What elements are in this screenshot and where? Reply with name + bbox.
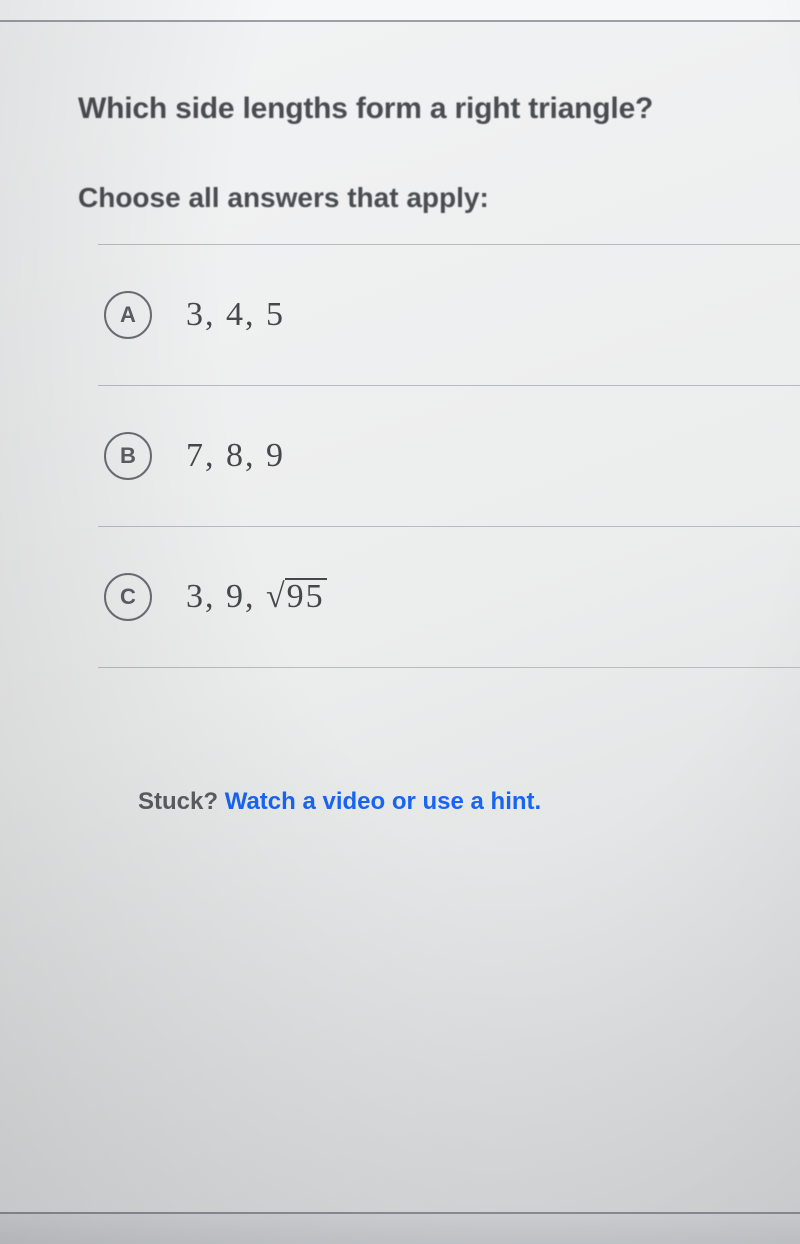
hint-link[interactable]: Watch a video or use a hint. — [225, 788, 542, 815]
choice-letter-icon: A — [104, 291, 152, 339]
question-text: Which side lengths form a right triangle… — [78, 92, 740, 126]
radical-sign-icon: √ — [266, 578, 287, 616]
radicand: 95 — [285, 578, 327, 614]
exercise-screen: Which side lengths form a right triangle… — [0, 0, 800, 1244]
choice-letter-icon: B — [104, 432, 152, 480]
window-bottom-border — [0, 1212, 800, 1244]
choice-b[interactable]: B 7, 8, 9 — [98, 386, 800, 526]
hint-row: Stuck? Watch a video or use a hint. — [138, 788, 740, 816]
stuck-label: Stuck? — [138, 788, 225, 815]
window-top-border — [0, 0, 800, 22]
choice-a[interactable]: A 3, 4, 5 — [98, 245, 800, 385]
answer-choices: A 3, 4, 5 B 7, 8, 9 C 3, 9, √95 — [98, 244, 800, 668]
choice-letter-icon: C — [104, 573, 152, 621]
choice-c[interactable]: C 3, 9, √95 — [98, 527, 800, 667]
divider — [98, 667, 800, 668]
exercise-content: Which side lengths form a right triangle… — [0, 22, 800, 856]
instruction-text: Choose all answers that apply: — [78, 182, 740, 214]
choice-answer-text: 3, 9, √95 — [186, 578, 327, 616]
choice-c-prefix: 3, 9, — [186, 578, 266, 615]
choice-answer-text: 3, 4, 5 — [186, 296, 285, 334]
sqrt-icon: √95 — [266, 578, 327, 616]
choice-answer-text: 7, 8, 9 — [186, 437, 285, 475]
